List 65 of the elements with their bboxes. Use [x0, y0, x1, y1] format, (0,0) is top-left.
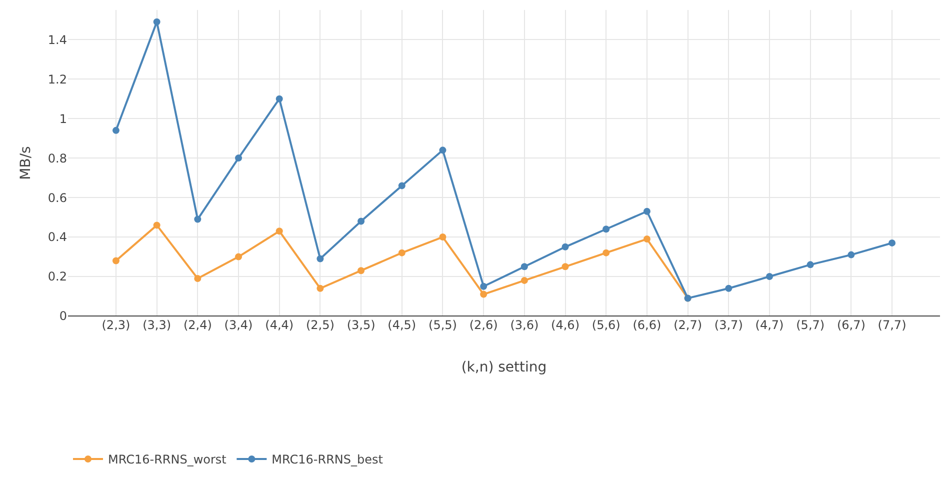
- point: [235, 154, 242, 162]
- x-tick-label: (2,5): [306, 318, 334, 332]
- point: [358, 218, 365, 225]
- point: [153, 18, 160, 26]
- point: [520, 263, 528, 270]
- point: [398, 249, 406, 256]
- point: [398, 182, 406, 190]
- point: [276, 228, 283, 235]
- y-tick-label: 1: [59, 112, 67, 126]
- x-tick-label: (2,7): [674, 318, 702, 332]
- point: [439, 234, 446, 241]
- point: [725, 284, 732, 292]
- legend-label: MRC16-RRNS_best: [272, 452, 384, 467]
- x-tick-label: (3,4): [224, 318, 253, 332]
- x-tick-label: (5,5): [428, 318, 457, 332]
- x-tick-label: (4,6): [551, 318, 580, 332]
- point: [439, 146, 446, 154]
- point: [194, 216, 202, 223]
- x-axis-title: (k,n) setting: [461, 359, 547, 376]
- point: [235, 253, 242, 260]
- y-axis-title: MB/s: [18, 146, 34, 180]
- y-tick-label: 0.4: [48, 230, 67, 244]
- point: [520, 276, 528, 284]
- point: [562, 263, 569, 270]
- x-tick-label: (4,7): [755, 318, 784, 332]
- x-tick-label: (3,6): [510, 318, 539, 332]
- point: [480, 290, 488, 298]
- point: [643, 236, 650, 243]
- x-tick-label: (3,3): [142, 318, 172, 332]
- x-tick-label: (5,7): [796, 318, 825, 332]
- y-tick-label: 0: [59, 309, 67, 324]
- point: [643, 208, 650, 215]
- y-tick-label: 0.2: [48, 270, 67, 284]
- x-tick-label: (6,7): [836, 318, 866, 332]
- x-tick-label: (7,7): [878, 318, 906, 332]
- x-tick-label: (4,5): [388, 318, 416, 332]
- y-tick-label: 0.6: [48, 190, 67, 205]
- x-tick-label: (5,6): [592, 318, 620, 332]
- point: [112, 126, 120, 134]
- point: [602, 249, 610, 256]
- y-tick-label: 1.2: [48, 72, 67, 86]
- x-tick-label: (6,6): [632, 318, 662, 332]
- point: [480, 282, 488, 290]
- x-tick-label: (2,3): [102, 318, 130, 332]
- point: [806, 261, 814, 268]
- point: [358, 267, 365, 274]
- point: [888, 239, 896, 246]
- x-tick-label: (3,5): [346, 318, 376, 332]
- legend-label: MRC16-RRNS_worst: [108, 452, 227, 467]
- point: [848, 251, 855, 258]
- point: [276, 95, 283, 102]
- y-tick-label: 1.4: [48, 32, 67, 47]
- x-tick-label: (3,7): [714, 318, 743, 332]
- x-tick-label: (2,6): [469, 318, 498, 332]
- point: [316, 284, 324, 292]
- x-tick-label: (2,4): [183, 318, 212, 332]
- point: [153, 222, 160, 229]
- point: [316, 255, 324, 262]
- point: [562, 243, 569, 250]
- point: [766, 273, 773, 280]
- point: [194, 274, 202, 282]
- y-tick-label: 0.8: [48, 151, 67, 166]
- x-tick-label: (4,4): [265, 318, 294, 332]
- point: [112, 257, 120, 264]
- point: [602, 226, 610, 233]
